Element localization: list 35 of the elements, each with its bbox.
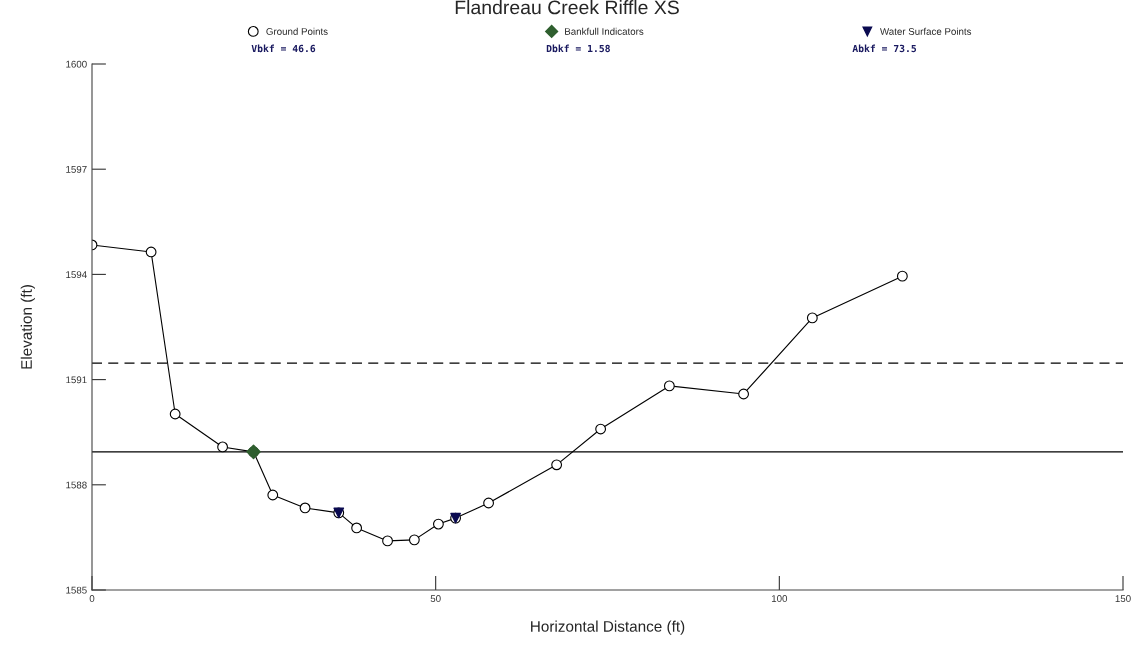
y-tick-label: 1600 (66, 60, 87, 68)
point (806, 312, 818, 324)
point (738, 388, 750, 400)
point (896, 270, 908, 282)
point (145, 246, 157, 258)
point (408, 534, 420, 546)
point (382, 535, 393, 547)
y-axis-title: Elevation (ft) (20, 285, 35, 369)
x-tick-label: 50 (430, 595, 441, 602)
legend-label: Bankfull Indicators (565, 27, 644, 35)
point (351, 522, 363, 534)
point (551, 459, 563, 471)
y-tick-label: 1585 (66, 586, 87, 594)
text: Abkf = 73.5 (852, 44, 917, 53)
point (483, 497, 495, 509)
text: Dbkf = 1.58 (546, 44, 610, 53)
y-tick-label: 1594 (66, 271, 87, 279)
y-tick-label: 1597 (66, 165, 87, 173)
x-tick-label: 100 (771, 595, 788, 602)
x-tick-label: 150 (1115, 595, 1131, 602)
chart-title: Flandreau Creek Riffle XS (455, 0, 679, 15)
legend-label: Water Surface Points (880, 27, 972, 35)
x-axis-title: Horizontal Distance (ft) (531, 620, 685, 635)
point (299, 502, 311, 514)
point (217, 441, 229, 453)
y-tick-label: 1588 (66, 481, 87, 489)
legend-label: Ground Points (266, 27, 328, 35)
point (169, 408, 181, 420)
point (433, 518, 444, 530)
point (595, 423, 607, 435)
x-tick-label: 0 (89, 595, 95, 602)
point (663, 380, 675, 392)
y-tick-label: 1591 (66, 376, 87, 384)
text: Vbkf = 46.6 (251, 44, 316, 53)
point (267, 489, 279, 501)
